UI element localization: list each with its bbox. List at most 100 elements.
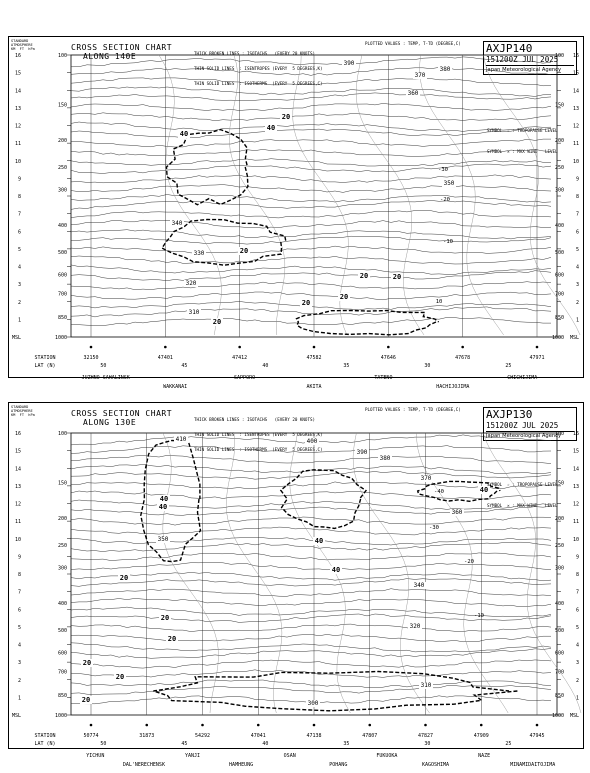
pressure-level-label-right: 100 [555, 431, 564, 437]
station-id: 47412 [232, 355, 247, 361]
label-bg [378, 455, 392, 462]
header-note-isentropes: THIN SOLID LINES : ISENTROPES (EVERY 5 D… [194, 66, 323, 71]
isotherm-line [483, 54, 581, 336]
station-dot [238, 345, 241, 349]
km-tick-label: 9 [18, 554, 21, 560]
label-bg [442, 180, 456, 187]
km-tick-label: 6 [18, 229, 21, 235]
station-name: CHICHIJIMA [507, 375, 537, 381]
station-id: 47827 [418, 733, 433, 739]
km-tick-label: 4 [18, 265, 21, 271]
agency-name: Japan Meteorological Agency [486, 65, 574, 73]
station-id: 47807 [362, 733, 377, 739]
chart-id-box: AXJP130 151200Z JUL 2025 Japan Meteorolo… [483, 407, 577, 441]
lat-axis-label: LAT (N) [34, 363, 55, 369]
station-id: 47945 [529, 733, 544, 739]
pressure-level-label-right: 150 [555, 481, 564, 487]
isotherm-label: 10 [436, 299, 443, 305]
km-tick-label-right: MSL [570, 713, 579, 719]
isentrope-line [70, 648, 552, 659]
isentrope-line [70, 174, 552, 184]
km-tick-label-right: 9 [576, 176, 579, 182]
isotach-label: 20 [168, 635, 176, 643]
isentrope-line [70, 464, 552, 474]
isentrope-line [70, 163, 552, 174]
isentrope-line [70, 86, 552, 97]
isentrope-line [70, 685, 552, 695]
isotherm-label: -40 [434, 489, 444, 495]
pressure-level-label: 700 [58, 669, 67, 675]
label-bg [114, 673, 126, 681]
lat-tick-label: 40 [262, 363, 268, 369]
label-bg [170, 220, 184, 227]
km-tick-label: 4 [18, 643, 21, 649]
pressure-level-label: 400 [58, 223, 67, 229]
km-tick-label: 7 [18, 212, 21, 218]
pressure-level-label-right: 700 [555, 669, 564, 675]
isotach-contour [295, 309, 440, 336]
pressure-level-label-right: 250 [555, 165, 564, 171]
label-bg [156, 536, 170, 543]
km-tick-label-right: 15 [573, 449, 579, 455]
km-tick-label: 13 [15, 106, 21, 112]
km-tick-label: 5 [18, 247, 21, 253]
lat-tick-label: 45 [181, 741, 187, 747]
station-id: 47582 [306, 355, 321, 361]
station-id: 47041 [251, 733, 266, 739]
station-id: 47909 [474, 733, 489, 739]
km-tick-label-right: 7 [576, 212, 579, 218]
label-bg [158, 495, 170, 503]
km-tick-label-right: 6 [576, 607, 579, 613]
km-tick-label-right: 16 [573, 431, 579, 437]
pressure-level-label-right: 500 [555, 250, 564, 256]
pressure-level-label-right: 1000 [552, 713, 564, 719]
isotach-label: 20 [282, 113, 290, 121]
isotach-label: 20 [120, 574, 128, 582]
isentrope-line [70, 92, 552, 101]
station-axis-label: STATION [34, 733, 55, 739]
km-tick-label-right: 3 [576, 282, 579, 288]
isentrope-line [70, 270, 552, 281]
station-dot [368, 723, 372, 727]
chart-title: CROSS SECTION CHART ALONG 130E [71, 409, 172, 427]
label-bg [187, 309, 201, 316]
label-bg [419, 682, 433, 689]
station-dot [424, 723, 427, 727]
km-tick-label-right: 14 [573, 88, 579, 94]
pressure-level-label: 150 [58, 481, 67, 487]
isentrope-label: 330 [194, 250, 205, 257]
isotherm-label: -20 [464, 559, 474, 565]
isentrope-line [70, 481, 552, 489]
isotherm-line [162, 432, 219, 714]
isentrope-line [70, 291, 552, 301]
isentrope-label: 370 [421, 475, 432, 482]
cross-section-panel-140e: STANDARD ATMOSPHERE KM FT hPa CROSS SECT… [8, 36, 584, 390]
station-name: YANJI [185, 753, 200, 759]
station-id: 54292 [195, 733, 210, 739]
km-tick-label-right: 9 [576, 554, 579, 560]
km-tick-label: 2 [18, 678, 21, 684]
station-name: AKITA [306, 384, 321, 390]
label-bg [438, 66, 452, 73]
pressure-level-label: 1000 [55, 335, 67, 341]
label-bg [80, 696, 92, 704]
km-tick-label: 1 [18, 695, 21, 701]
standard-atmosphere-label: STANDARD ATMOSPHERE KM FT hPa [11, 39, 35, 51]
isentrope-line [70, 245, 552, 254]
km-tick-label: 1 [18, 317, 21, 323]
label-bg [355, 449, 369, 456]
label-bg [338, 293, 350, 301]
symbol-legend: SYMBOL ☆ : TROPOPAUSE LEVEL SYMBOL ✕ : M… [487, 113, 558, 169]
pressure-level-label-right: 850 [555, 693, 564, 699]
isotach-contour [416, 480, 501, 503]
km-tick-label-right: 4 [576, 265, 579, 271]
label-bg [306, 700, 320, 707]
isentrope-label: 410 [176, 436, 187, 443]
station-dot [256, 723, 260, 727]
isentrope-label: 390 [357, 449, 368, 456]
isotherm-label: -20 [440, 197, 450, 203]
km-tick-label-right: 2 [576, 678, 579, 684]
station-dot [312, 345, 316, 349]
pressure-level-label: 500 [58, 250, 67, 256]
